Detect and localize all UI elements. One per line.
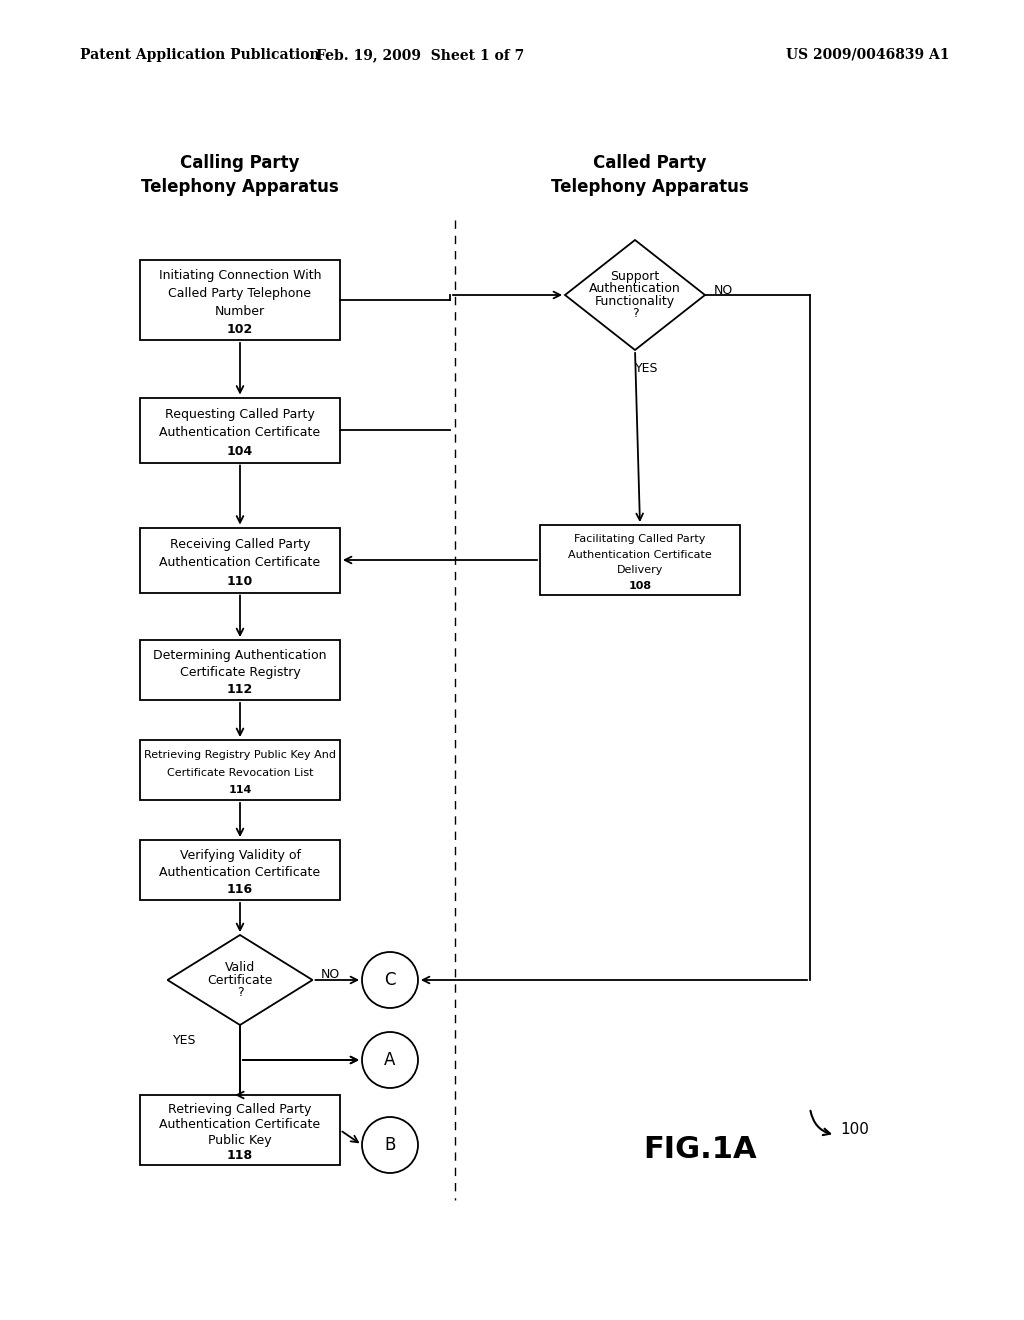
Text: Facilitating Called Party: Facilitating Called Party (574, 535, 706, 544)
Text: 112: 112 (227, 684, 253, 696)
Text: ?: ? (632, 306, 638, 319)
Text: Initiating Connection With: Initiating Connection With (159, 269, 322, 282)
Text: Number: Number (215, 305, 265, 318)
FancyBboxPatch shape (140, 640, 340, 700)
Text: 110: 110 (227, 574, 253, 587)
Text: Authentication: Authentication (589, 282, 681, 296)
Text: 100: 100 (840, 1122, 869, 1138)
Text: 102: 102 (227, 323, 253, 335)
Text: C: C (384, 972, 395, 989)
Circle shape (362, 1117, 418, 1173)
Text: Authentication Certificate: Authentication Certificate (568, 549, 712, 560)
Text: Public Key: Public Key (208, 1134, 271, 1147)
Text: YES: YES (635, 362, 658, 375)
Text: Called Party Telephone: Called Party Telephone (169, 288, 311, 300)
Text: FIG.1A: FIG.1A (643, 1135, 757, 1164)
Text: Authentication Certificate: Authentication Certificate (160, 426, 321, 440)
Text: Authentication Certificate: Authentication Certificate (160, 866, 321, 879)
Text: Requesting Called Party: Requesting Called Party (165, 408, 314, 421)
Text: Retrieving Registry Public Key And: Retrieving Registry Public Key And (144, 751, 336, 760)
Text: A: A (384, 1051, 395, 1069)
Circle shape (362, 1032, 418, 1088)
Polygon shape (168, 935, 312, 1026)
FancyBboxPatch shape (140, 528, 340, 593)
Text: Patent Application Publication: Patent Application Publication (80, 48, 319, 62)
Text: Certificate Registry: Certificate Registry (179, 667, 300, 678)
Text: Certificate Revocation List: Certificate Revocation List (167, 767, 313, 777)
Text: Receiving Called Party: Receiving Called Party (170, 537, 310, 550)
Text: Verifying Validity of: Verifying Validity of (179, 849, 300, 862)
Text: 116: 116 (227, 883, 253, 896)
Text: 108: 108 (629, 581, 651, 590)
Polygon shape (565, 240, 705, 350)
FancyBboxPatch shape (140, 260, 340, 341)
Text: 118: 118 (227, 1150, 253, 1162)
Text: B: B (384, 1137, 395, 1154)
Text: Called Party
Telephony Apparatus: Called Party Telephony Apparatus (551, 153, 749, 197)
Text: NO: NO (321, 969, 340, 982)
Text: YES: YES (173, 1034, 197, 1047)
FancyBboxPatch shape (540, 525, 740, 595)
Text: Valid: Valid (225, 961, 255, 974)
Text: Calling Party
Telephony Apparatus: Calling Party Telephony Apparatus (141, 153, 339, 197)
FancyBboxPatch shape (140, 1096, 340, 1166)
Text: ?: ? (237, 986, 244, 999)
Text: Retrieving Called Party: Retrieving Called Party (168, 1102, 311, 1115)
Text: Authentication Certificate: Authentication Certificate (160, 556, 321, 569)
Text: 104: 104 (227, 445, 253, 458)
Text: Delivery: Delivery (616, 565, 664, 576)
Circle shape (362, 952, 418, 1008)
Text: Support: Support (610, 271, 659, 284)
Text: Certificate: Certificate (207, 974, 272, 986)
FancyBboxPatch shape (140, 741, 340, 800)
Text: NO: NO (714, 284, 732, 297)
Text: Authentication Certificate: Authentication Certificate (160, 1118, 321, 1131)
Text: Determining Authentication: Determining Authentication (154, 649, 327, 661)
Text: Functionality: Functionality (595, 294, 675, 308)
FancyBboxPatch shape (140, 840, 340, 900)
Text: 114: 114 (228, 784, 252, 795)
Text: US 2009/0046839 A1: US 2009/0046839 A1 (786, 48, 950, 62)
Text: Feb. 19, 2009  Sheet 1 of 7: Feb. 19, 2009 Sheet 1 of 7 (315, 48, 524, 62)
FancyBboxPatch shape (140, 397, 340, 462)
